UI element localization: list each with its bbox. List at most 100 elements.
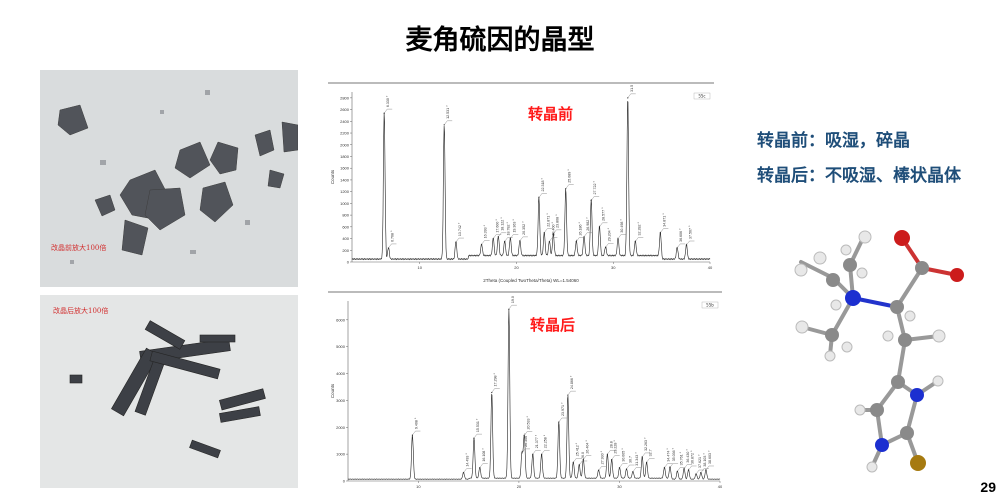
peak-label-leader xyxy=(583,232,593,237)
peak-label: 17.298 ° xyxy=(494,372,498,386)
y-tick-label: 2000 xyxy=(340,142,350,147)
x-tick-label: 30 xyxy=(617,484,622,489)
x-tick-label: 10 xyxy=(418,265,423,270)
y-tick-label: 600 xyxy=(342,224,349,229)
peak-label-leader xyxy=(524,431,533,436)
peak-label-leader xyxy=(576,237,585,242)
micrograph-after: 改晶后放大100倍 xyxy=(40,295,298,488)
peak-label: 20.352 ° xyxy=(522,221,526,235)
peak-label-leader xyxy=(688,465,697,471)
peak-label-leader xyxy=(677,467,686,472)
peak-label-leader xyxy=(605,243,614,248)
micrograph-before-caption: 改晶前放大100倍 xyxy=(51,244,107,252)
peak-label-leader xyxy=(677,243,686,249)
peak-label: 6.330 ° xyxy=(386,95,390,107)
peak-label: 12.531 ° xyxy=(446,105,450,119)
peak-label-leader xyxy=(669,463,679,468)
peak-label: 14.493 ° xyxy=(466,453,470,467)
peak-label: 30.498 ° xyxy=(620,219,624,233)
y-tick-label: 2200 xyxy=(340,131,350,136)
peak-label-leader xyxy=(510,234,519,239)
y-tick-label: 3000 xyxy=(336,398,346,403)
peak-label: 37.621 ° xyxy=(698,454,702,468)
peak-label-leader xyxy=(444,120,453,125)
peak-label: 16.108 ° xyxy=(482,448,486,462)
peak-label: 25.089 ° xyxy=(568,169,572,183)
peak-label: 19.0 xyxy=(511,296,515,303)
peak-label: 23.971 ° xyxy=(561,402,565,416)
legend-label: 55c xyxy=(698,94,705,99)
xrd-chart-after: 0 1000 2000 3000 4000 5000 6000 10 20 30 40 Counts 5… xyxy=(328,291,722,495)
x-tick-label: 20 xyxy=(514,265,519,270)
peak-label: 19.363 ° xyxy=(512,219,516,233)
xrd-chart-before: 0 200 400 600 800 1000 1200 1400 1600 1800 2000 220… xyxy=(328,82,714,286)
xrd-plot: 0 1000 2000 3000 4000 5000 6000 10 20 30 40 Counts 5… xyxy=(330,296,722,489)
x-tick-label: 10 xyxy=(416,484,421,489)
peak-label-leader xyxy=(683,464,693,469)
peak-label-leader xyxy=(619,463,628,468)
peak-label: 22.318 ° xyxy=(541,178,545,192)
peak-label-leader xyxy=(626,464,635,470)
peak-label: 36.430 ° xyxy=(686,449,690,463)
peak-label: 26.186 ° xyxy=(578,221,582,235)
peak-label: 13.742 ° xyxy=(458,222,462,236)
peak-label: 22.258 ° xyxy=(544,434,548,448)
peak-label: 30.005 ° xyxy=(622,448,626,462)
peak-label-leader xyxy=(544,228,553,233)
peak-label-leader xyxy=(384,108,393,114)
peak-label: 26.404 ° xyxy=(585,440,589,454)
peak-label-leader xyxy=(598,466,607,471)
peak-label: 32.7 xyxy=(649,449,653,456)
peak-label: 32.263 ° xyxy=(644,437,648,451)
peak-label-leader xyxy=(388,243,397,249)
y-tick-label: 1200 xyxy=(340,189,350,194)
y-tick-label: 400 xyxy=(342,236,349,241)
peak-label: 17.600 ° xyxy=(495,219,499,233)
peak-label-leader xyxy=(660,228,669,233)
x-tick-label: 20 xyxy=(517,484,522,489)
peak-label-leader xyxy=(705,465,714,471)
atoms xyxy=(794,230,964,473)
peak-label: 27.930 ° xyxy=(601,450,605,464)
peak-label-leader xyxy=(700,468,709,473)
peak-label: 20.306 ° xyxy=(524,433,528,447)
peak-label: 26.0 xyxy=(581,452,585,459)
peak-label: 38.603 ° xyxy=(708,450,712,464)
peak-label: 28.8 xyxy=(609,441,613,448)
y-tick-label: 1600 xyxy=(340,166,350,171)
peak-label: 9.408 ° xyxy=(414,417,418,429)
peak-label: 26.982 ° xyxy=(586,217,590,231)
peak-label-leader xyxy=(599,222,608,227)
y-tick-label: 6000 xyxy=(336,317,346,322)
peak-label: 36.606 ° xyxy=(679,228,683,242)
peak-label-leader xyxy=(412,430,421,436)
micrograph-before: 改晶前放大100倍 xyxy=(40,70,298,287)
peak-label-leader xyxy=(553,229,562,234)
peak-label-leader xyxy=(508,304,517,310)
crystal-fragments-image xyxy=(57,90,298,264)
peak-label: 24.866 ° xyxy=(570,375,574,389)
peak-label-leader xyxy=(479,463,488,468)
y-tick-label: 0 xyxy=(343,479,346,484)
peak-label-leader xyxy=(455,237,464,243)
x-tick-label: 40 xyxy=(718,484,722,489)
peak-label: 22.871 ° xyxy=(546,213,550,227)
y-tick-label: 2000 xyxy=(336,425,346,430)
peak-label-leader xyxy=(695,469,705,475)
rod-crystals-image xyxy=(69,320,266,459)
peak-label-leader xyxy=(481,240,490,245)
ergothioneine-molecule-model xyxy=(794,230,964,473)
peak-label-leader xyxy=(591,196,600,201)
chart-after-title: 转晶后 xyxy=(530,316,576,334)
peak-label: 21.377 ° xyxy=(535,434,539,448)
x-tick-label: 30 xyxy=(611,265,616,270)
peak-label-leader xyxy=(521,448,530,454)
slide-title: 麦角硫因的晶型 xyxy=(405,25,595,56)
peak-label-leader xyxy=(573,458,582,463)
y-axis-label: Counts xyxy=(330,383,335,398)
peak-label-leader xyxy=(611,455,620,460)
x-tick-label: 40 xyxy=(708,265,713,270)
peak-label: 27.722 ° xyxy=(593,180,597,194)
peak-label-leader xyxy=(549,237,558,242)
